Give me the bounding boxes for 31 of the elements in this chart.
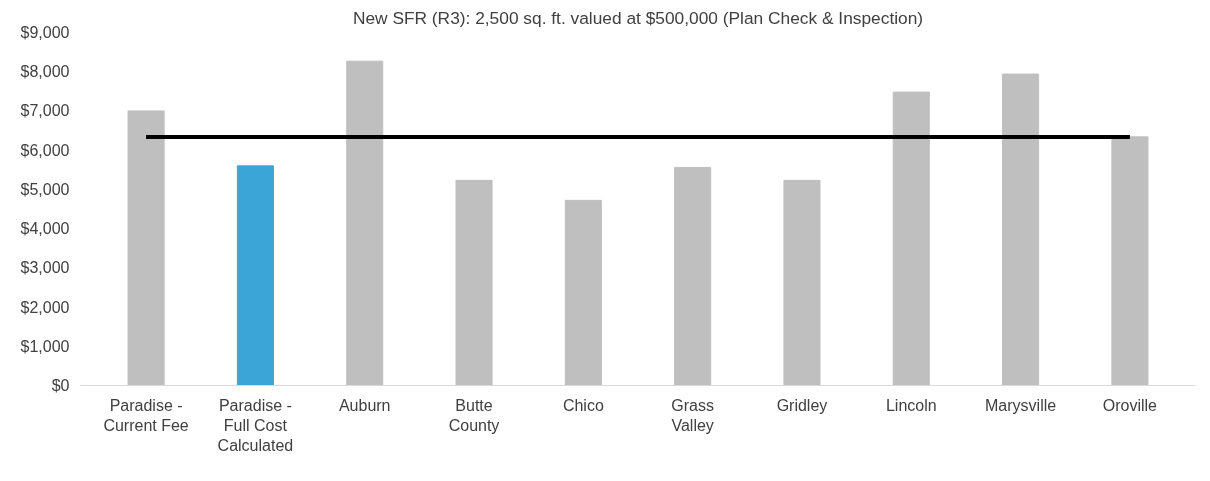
bar [127, 110, 165, 386]
y-tick-label: $3,000 [20, 259, 70, 277]
bar [1002, 73, 1040, 386]
x-tick-label: Paradise - Current Fee [103, 396, 189, 434]
x-tick-label: Marysville [985, 396, 1057, 414]
bar [892, 91, 930, 386]
chart-title: New SFR (R3): 2,500 sq. ft. valued at $500,000 (Plan Check & Inspection) [352, 7, 924, 28]
x-tick-label: Gridley [776, 396, 828, 414]
bar [236, 165, 274, 386]
y-tick-label: $2,000 [20, 298, 70, 316]
bar [783, 179, 821, 386]
bar [455, 179, 493, 386]
y-tick-label: $9,000 [20, 24, 70, 41]
x-tick-label: Paradise - Full Cost Calculated [217, 396, 294, 455]
y-tick-label: $0 [51, 377, 70, 394]
bar [564, 199, 602, 386]
x-tick-label: Auburn [338, 396, 391, 414]
y-tick-label: $5,000 [20, 180, 70, 198]
bar [1111, 136, 1149, 386]
y-tick-label: $7,000 [20, 102, 70, 120]
x-tick-label: Oroville [1102, 396, 1158, 414]
bar [674, 166, 712, 386]
x-tick-label: Lincoln [885, 396, 937, 414]
x-tick-label: Grass Valley [671, 396, 714, 434]
y-tick-label: $1,000 [20, 337, 70, 355]
y-tick-label: $8,000 [20, 63, 70, 81]
y-tick-label: $4,000 [20, 220, 70, 238]
bar [346, 60, 384, 386]
x-tick-label: Butte County [448, 396, 500, 434]
y-tick-label: $6,000 [20, 141, 70, 159]
x-tick-label: Chico [562, 396, 604, 414]
